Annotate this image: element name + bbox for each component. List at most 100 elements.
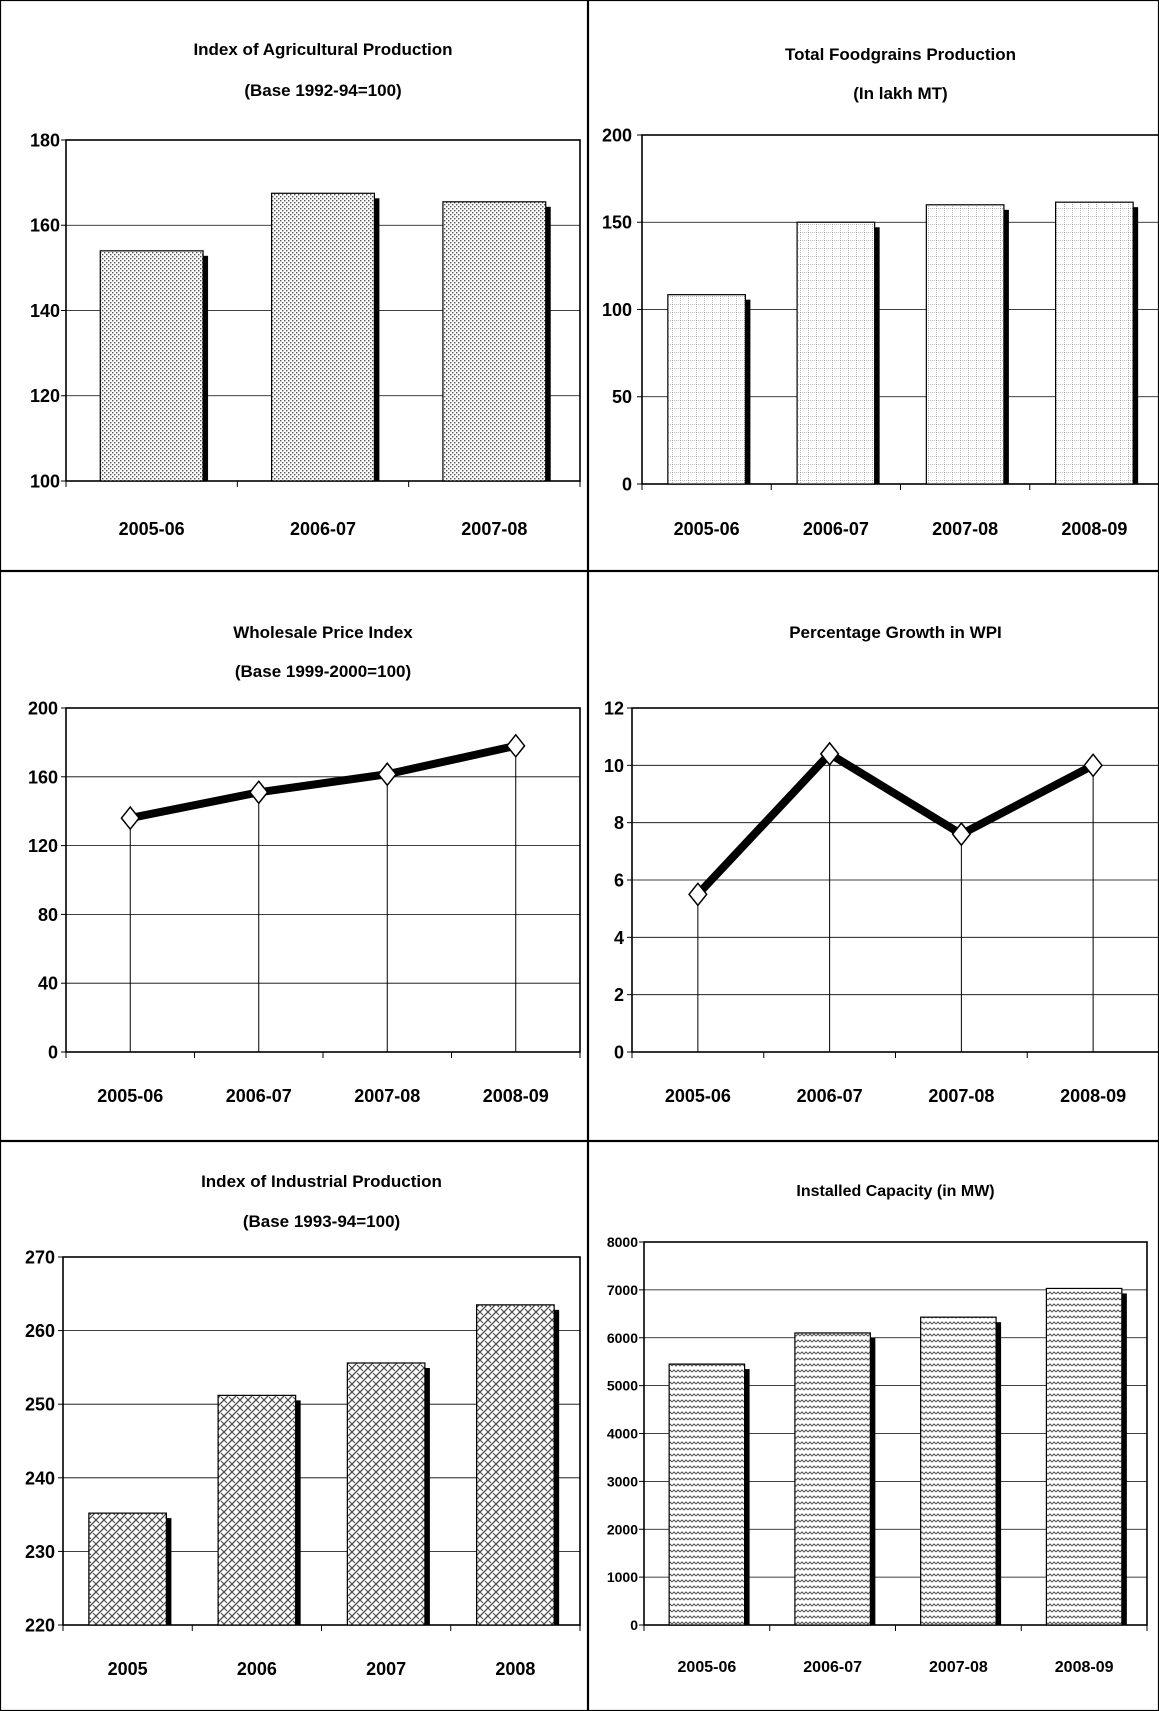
x-tick-label: 2006 — [237, 1659, 277, 1679]
x-tick-label: 2008 — [495, 1659, 535, 1679]
y-tick-label: 8 — [614, 813, 624, 833]
y-tick-label: 4000 — [607, 1426, 638, 1442]
chart-title: Total Foodgrains Production — [785, 45, 1016, 64]
y-tick-label: 250 — [25, 1395, 55, 1415]
plot-area — [65, 707, 581, 1053]
series-line — [129, 741, 517, 823]
y-tick-label: 6 — [614, 870, 624, 890]
data-point — [248, 780, 269, 805]
x-tick-label: 2007-08 — [929, 1659, 988, 1676]
chart-panel-6: Installed Capacity (in MW) 0 1000 2000 3000 4… — [587, 1140, 1159, 1711]
x-tick-label: 2007-08 — [354, 1086, 420, 1106]
y-tick-label: 240 — [25, 1468, 55, 1488]
x-tick-label: 2005-06 — [97, 1086, 163, 1106]
y-tick-label: 0 — [622, 474, 632, 494]
bar — [1045, 1287, 1123, 1626]
x-tick-label: 2005-06 — [119, 519, 185, 539]
chart-subtitle: (Base 1993-94=100) — [243, 1212, 400, 1231]
y-tick-label: 0 — [630, 1617, 638, 1633]
y-tick-label: 0 — [48, 1042, 58, 1062]
chart-subtitle: (In lakh MT) — [853, 84, 947, 103]
chart-subtitle: (Base 1992-94=100) — [244, 81, 401, 100]
data-point — [819, 741, 840, 767]
x-tick-label: 2007 — [366, 1659, 406, 1679]
y-tick-label: 7000 — [607, 1282, 638, 1298]
y-tick-label: 260 — [25, 1321, 55, 1341]
y-tick-label: 200 — [602, 125, 632, 145]
panel-border — [0, 570, 589, 1142]
series-line — [694, 748, 1095, 898]
x-tick-label: 2006-07 — [290, 519, 356, 539]
x-tick-label: 2005 — [108, 1659, 148, 1679]
y-tick-label: 3000 — [607, 1473, 638, 1489]
bar — [668, 1363, 746, 1626]
bar — [794, 1332, 871, 1626]
bar — [925, 204, 1005, 485]
x-tick-label: 2005-06 — [665, 1086, 731, 1106]
chart-panel-1: Index of Agricultural Production (Base 19… — [0, 0, 589, 572]
x-tick-label: 2006-07 — [803, 1659, 862, 1676]
bar — [271, 192, 376, 482]
bar — [667, 294, 746, 485]
y-tick-label: 220 — [25, 1615, 55, 1635]
data-point — [505, 733, 526, 759]
x-tick-label: 2006-07 — [226, 1086, 292, 1106]
bar — [920, 1316, 997, 1626]
chart-panel-3: Wholesale Price Index (Base 1999-2000=100… — [0, 570, 589, 1142]
y-tick-label: 80 — [38, 905, 58, 925]
chart-panel-5: Index of Industrial Production (Base 1993… — [0, 1140, 589, 1711]
y-tick-label: 0 — [614, 1042, 624, 1062]
data-point — [120, 805, 141, 831]
y-tick-label: 120 — [28, 836, 58, 856]
data-point — [951, 821, 972, 847]
y-tick-label: 40 — [38, 974, 58, 994]
y-tick-label: 50 — [612, 387, 632, 407]
y-tick-label: 270 — [25, 1247, 55, 1267]
chart-title: Index of Industrial Production — [201, 1172, 442, 1191]
bar — [217, 1394, 297, 1626]
chart-title: Index of Agricultural Production — [193, 40, 452, 59]
y-tick-label: 1000 — [607, 1569, 638, 1585]
y-tick-label: 10 — [604, 756, 624, 776]
y-tick-label: 230 — [25, 1542, 55, 1562]
chart-subtitle: (Base 1999-2000=100) — [235, 662, 411, 681]
chart-title: Installed Capacity (in MW) — [796, 1183, 994, 1200]
x-tick-label: 2008-09 — [1060, 1086, 1126, 1106]
y-tick-label: 4 — [614, 928, 624, 948]
chart-title: Wholesale Price Index — [233, 623, 413, 642]
y-tick-label: 100 — [30, 471, 60, 491]
y-tick-label: 2 — [614, 985, 624, 1005]
y-tick-label: 8000 — [607, 1234, 638, 1250]
data-point — [688, 882, 708, 907]
chart-panel-4: Percentage Growth in WPI 0 2 4 6 8 10 12 2005-06… — [587, 570, 1159, 1142]
bar — [88, 1512, 168, 1626]
y-tick-label: 6000 — [607, 1330, 638, 1346]
data-point — [377, 762, 398, 787]
x-tick-label: 2007-08 — [928, 1086, 994, 1106]
y-tick-label: 160 — [30, 216, 60, 236]
x-tick-label: 2008-09 — [1055, 1659, 1114, 1676]
bar — [476, 1304, 555, 1626]
panel-border — [587, 570, 1159, 1142]
bar — [1054, 201, 1134, 485]
y-tick-label: 100 — [602, 300, 632, 320]
y-tick-label: 12 — [604, 698, 624, 718]
x-tick-label: 2005-06 — [674, 519, 740, 539]
y-tick-label: 5000 — [607, 1378, 638, 1394]
y-tick-label: 180 — [30, 130, 60, 150]
data-point — [1083, 753, 1103, 778]
x-tick-label: 2008-09 — [483, 1086, 549, 1106]
chart-panel-2: Total Foodgrains Production (In lakh MT) 0… — [587, 0, 1159, 572]
x-tick-label: 2006-07 — [803, 519, 869, 539]
bar — [442, 201, 547, 482]
y-tick-label: 160 — [28, 767, 58, 787]
bar — [796, 221, 876, 485]
x-tick-label: 2005-06 — [678, 1659, 737, 1676]
panel-border — [0, 0, 589, 572]
y-tick-label: 140 — [30, 301, 60, 321]
y-tick-label: 200 — [28, 698, 58, 718]
y-tick-label: 2000 — [607, 1521, 638, 1537]
chart-title: Percentage Growth in WPI — [789, 623, 1002, 642]
y-tick-label: 120 — [30, 386, 60, 406]
